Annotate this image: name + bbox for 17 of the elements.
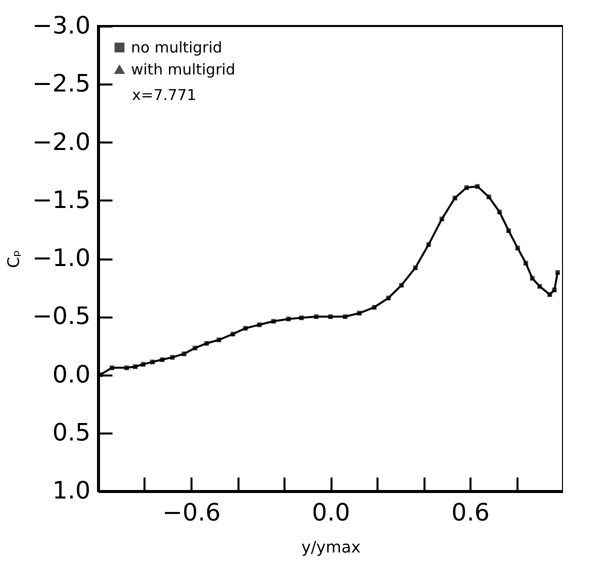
y-tick-label: −3.0 (32, 12, 90, 40)
y-tick-label: −2.5 (32, 70, 90, 98)
x-tick-label: 0.0 (312, 498, 350, 526)
y-tick-label: −1.5 (32, 186, 90, 214)
y-tick-label: 0.5 (52, 418, 90, 446)
y-tick-label: 1.0 (52, 476, 90, 504)
y-tick-label: −0.5 (32, 302, 90, 330)
x-tick-label: −0.6 (162, 498, 221, 526)
legend-label: no multigrid (131, 38, 222, 56)
x-axis-title: y/ymax (301, 538, 361, 556)
y-tick-label: −1.0 (32, 244, 90, 272)
legend-label: with multigrid (131, 60, 236, 78)
y-axis-title: Cₚ (4, 250, 24, 268)
x-tick-label: 0.6 (451, 498, 490, 526)
annotation: x=7.771 (132, 86, 196, 104)
y-tick-label: −2.0 (32, 128, 90, 156)
y-tick-label: 0.0 (52, 360, 90, 388)
